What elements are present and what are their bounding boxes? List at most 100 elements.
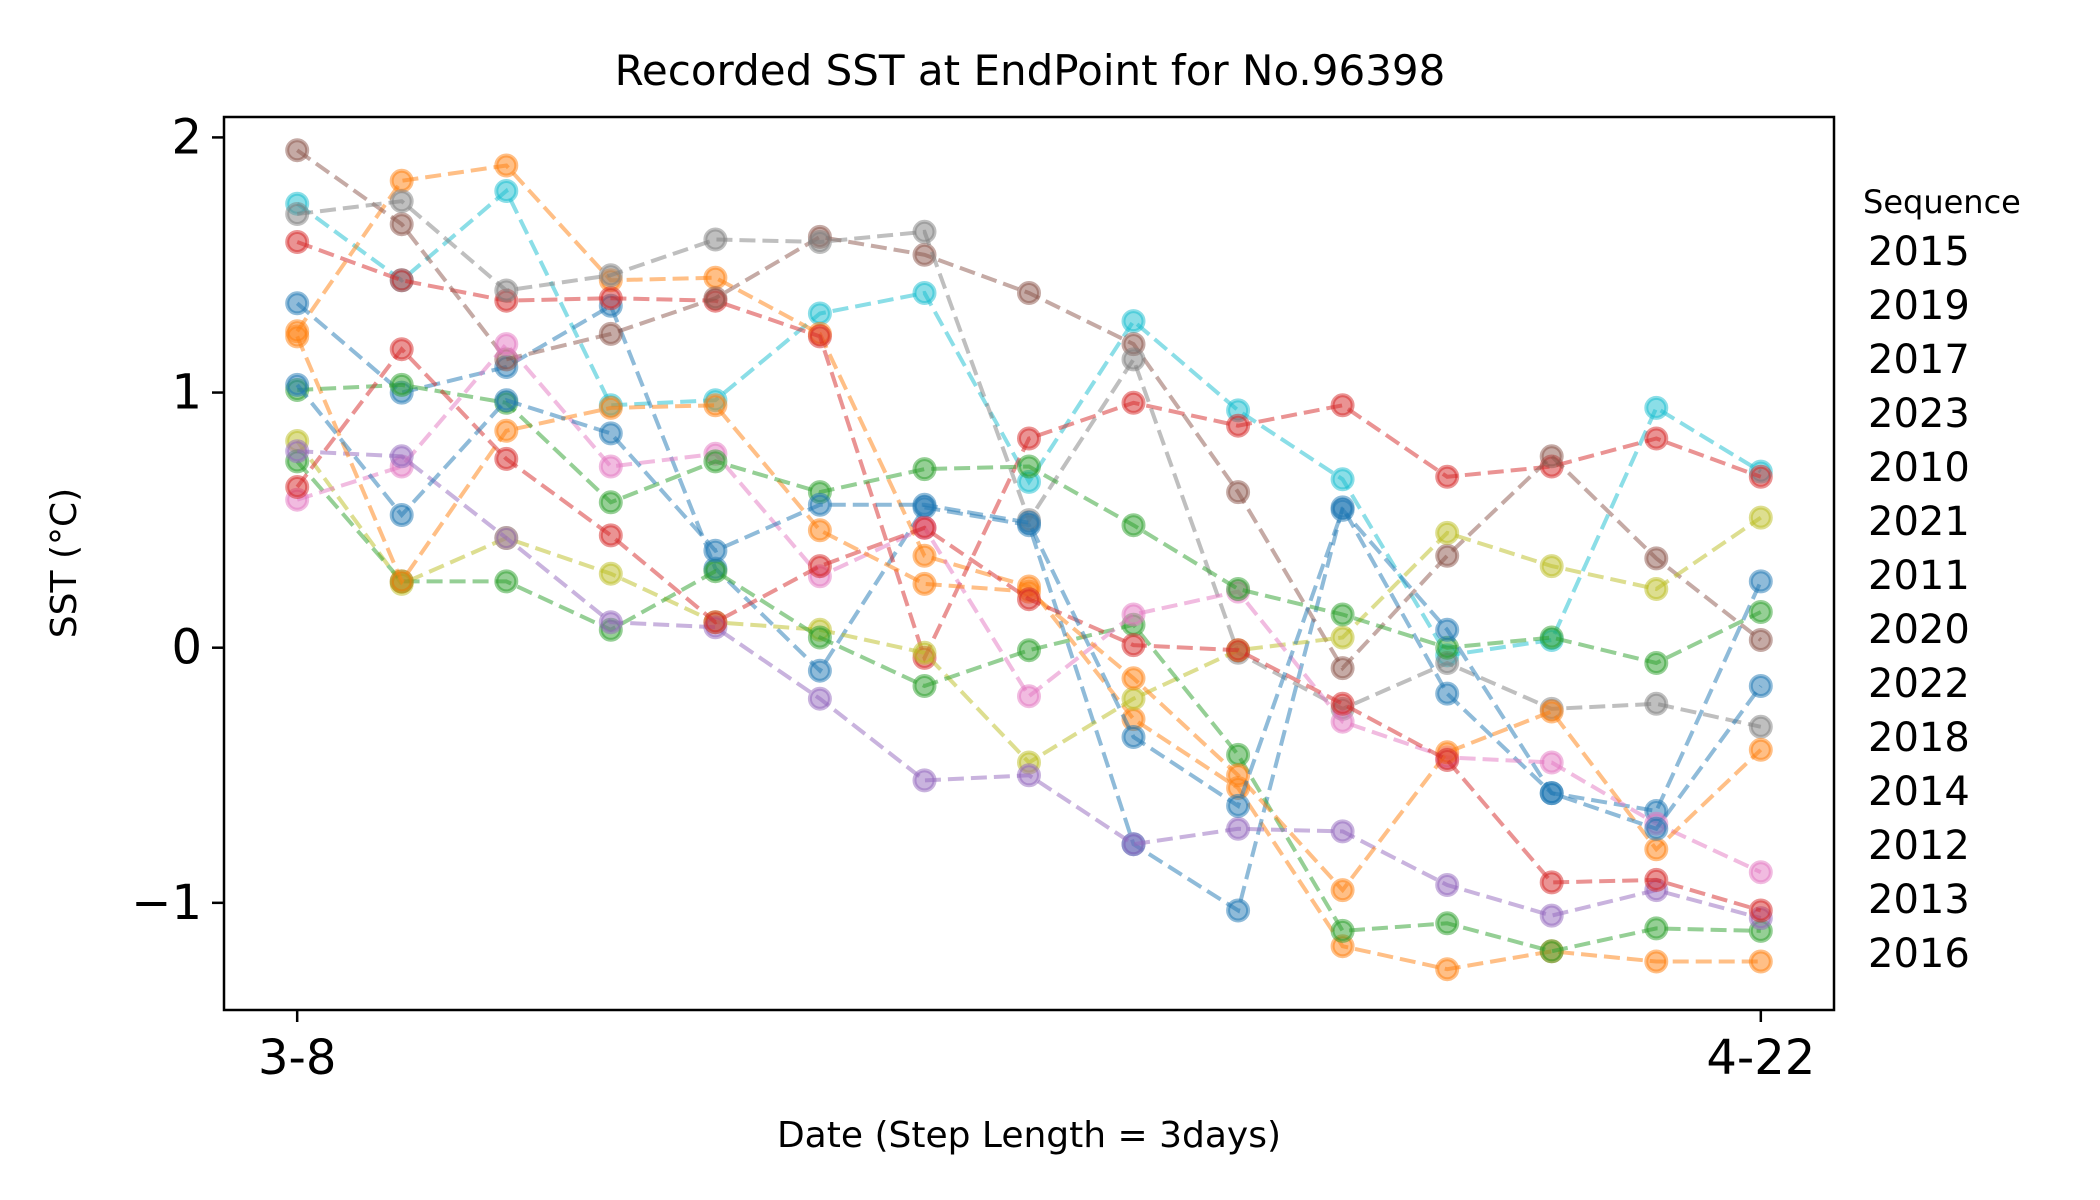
data-point <box>1226 742 1251 767</box>
data-point <box>285 439 310 464</box>
data-point <box>494 278 519 303</box>
data-point <box>1330 393 1355 418</box>
data-point <box>494 446 519 471</box>
series-line-2016 <box>295 383 1763 832</box>
data-point <box>1226 898 1251 923</box>
legend-entry-2021: 2021 <box>1868 499 1970 545</box>
data-point <box>285 324 310 349</box>
data-point <box>494 332 519 357</box>
legend-entry-2010: 2010 <box>1868 445 1970 491</box>
x-axis-label: Date (Step Length = 3days) <box>777 1115 1281 1156</box>
legend-entry-2017: 2017 <box>1868 337 1970 383</box>
series-2013 <box>285 337 1773 923</box>
data-point <box>1748 949 1773 974</box>
data-point <box>1121 347 1146 372</box>
data-point <box>807 686 832 711</box>
data-point <box>389 372 414 397</box>
data-point <box>1330 467 1355 492</box>
data-point <box>1121 832 1146 857</box>
data-point <box>1121 633 1146 658</box>
data-point <box>1748 464 1773 489</box>
legend-entry-2012: 2012 <box>1868 823 1970 869</box>
data-point <box>1226 793 1251 818</box>
legend-entry-2014: 2014 <box>1868 769 1970 815</box>
data-point <box>494 418 519 443</box>
data-point <box>703 227 728 252</box>
data-point <box>1748 600 1773 624</box>
data-point <box>389 503 414 527</box>
data-point <box>389 212 414 237</box>
data-point <box>285 372 310 397</box>
data-point <box>912 640 937 665</box>
data-point <box>1539 781 1564 806</box>
y-axis-label: SST (°C) <box>44 488 85 638</box>
data-point <box>1330 918 1355 943</box>
x-tick-label: 3-8 <box>258 1030 336 1086</box>
data-point <box>1435 957 1460 982</box>
data-point <box>807 324 832 349</box>
data-point <box>1435 464 1460 489</box>
data-point <box>1121 725 1146 749</box>
data-point <box>494 179 519 203</box>
y-tick-label: 0 <box>171 620 202 676</box>
data-point <box>1330 691 1355 716</box>
data-point <box>1435 681 1460 706</box>
data-point <box>1644 916 1669 941</box>
data-point <box>598 286 623 311</box>
data-point <box>598 454 623 479</box>
data-point <box>1017 454 1041 479</box>
data-point <box>1644 546 1669 571</box>
data-point <box>1121 666 1146 691</box>
data-point <box>1644 867 1669 892</box>
data-point <box>1539 870 1564 895</box>
data-point <box>598 490 623 515</box>
legend-entry-2016: 2016 <box>1868 931 1970 977</box>
legend-entry-2018: 2018 <box>1868 715 1970 761</box>
data-point <box>1435 748 1460 772</box>
data-point <box>1748 674 1773 698</box>
data-point <box>1748 505 1773 530</box>
legend-entry-2020: 2020 <box>1868 607 1970 653</box>
data-point <box>1539 699 1564 724</box>
data-point <box>389 268 414 293</box>
data-point <box>598 523 623 548</box>
data-point <box>703 538 728 563</box>
data-point <box>1644 816 1669 841</box>
data-point <box>1644 577 1669 601</box>
legend-entry-2019: 2019 <box>1868 283 1970 329</box>
data-point <box>494 153 519 178</box>
data-point <box>494 526 519 550</box>
data-point <box>1226 480 1251 505</box>
legend-title: Sequence <box>1863 183 2021 221</box>
data-point <box>1435 911 1460 936</box>
data-point <box>703 265 728 290</box>
data-point <box>1644 395 1669 420</box>
data-point <box>703 610 728 635</box>
data-point <box>285 138 310 163</box>
data-point <box>1226 816 1251 841</box>
data-point <box>1017 763 1041 788</box>
data-point <box>598 561 623 586</box>
data-point <box>1330 625 1355 650</box>
data-point <box>703 449 728 474</box>
data-point <box>1121 309 1146 334</box>
data-point <box>1435 873 1460 897</box>
data-point <box>1748 898 1773 923</box>
data-point <box>1435 543 1460 568</box>
data-point <box>807 301 832 326</box>
series-2018 <box>285 439 1773 931</box>
data-point <box>1330 602 1355 627</box>
data-point <box>389 189 414 214</box>
data-point <box>1121 390 1146 415</box>
data-point <box>1539 750 1564 775</box>
data-point <box>1644 426 1669 451</box>
y-tick-label: 1 <box>171 365 202 421</box>
data-point <box>1539 554 1564 579</box>
data-point <box>1226 413 1251 438</box>
data-point <box>912 768 937 793</box>
data-point <box>807 554 832 579</box>
data-point <box>912 492 937 517</box>
data-point <box>1644 949 1669 974</box>
data-point <box>598 395 623 420</box>
